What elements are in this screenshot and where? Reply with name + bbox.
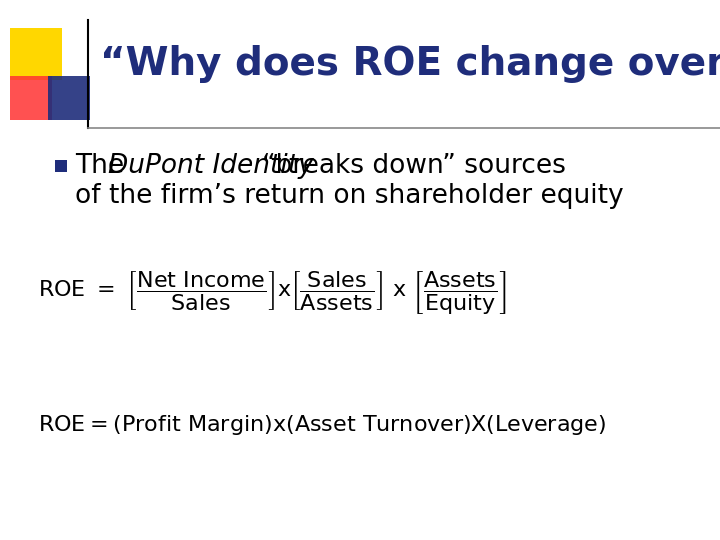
Text: of the firm’s return on shareholder equity: of the firm’s return on shareholder equi… [75,183,624,209]
FancyBboxPatch shape [10,76,52,120]
Text: $\mathsf{ROE}\ \mathsf{=}\ \left[\dfrac{\mathsf{Net\ Income}}{\mathsf{Sales}}\ri: $\mathsf{ROE}\ \mathsf{=}\ \left[\dfrac{… [38,268,507,315]
Text: The: The [75,153,132,179]
Text: DuPont Identity: DuPont Identity [108,153,314,179]
Text: “Why does ROE change over time?”: “Why does ROE change over time?” [100,45,720,83]
Text: “breaks down” sources: “breaks down” sources [262,153,566,179]
FancyBboxPatch shape [10,28,62,80]
Text: $\mathsf{ROE = (Profit\ Margin)x(Asset\ Turnover)X(Leverage)}$: $\mathsf{ROE = (Profit\ Margin)x(Asset\ … [38,413,606,437]
FancyBboxPatch shape [48,76,90,120]
FancyBboxPatch shape [55,160,67,172]
